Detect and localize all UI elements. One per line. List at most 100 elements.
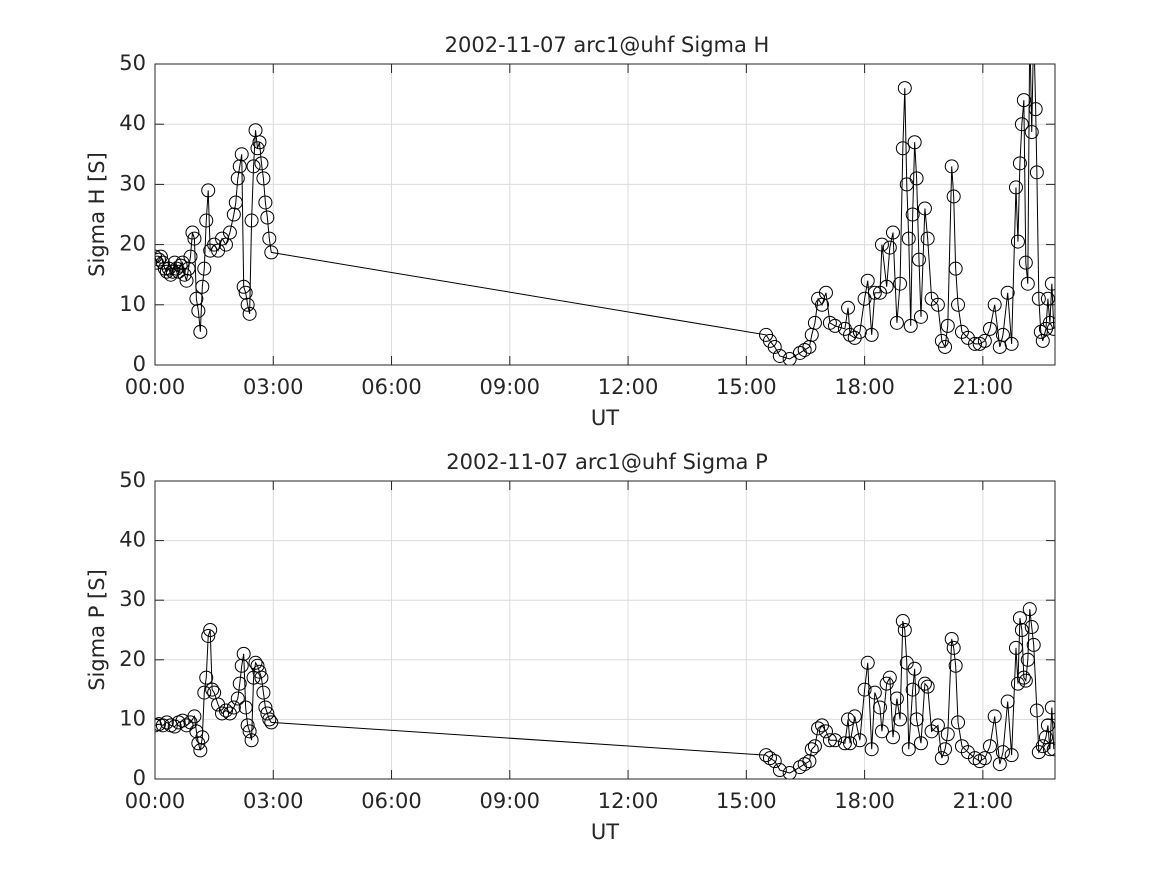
data-marker <box>811 721 826 736</box>
data-marker <box>911 252 926 267</box>
data-marker <box>843 736 858 751</box>
data-marker <box>205 682 220 697</box>
data-marker <box>1040 291 1055 306</box>
data-marker <box>982 739 997 754</box>
data-marker <box>938 339 953 354</box>
data-marker <box>903 318 918 333</box>
data-marker <box>189 291 204 306</box>
data-marker <box>762 751 777 766</box>
data-marker <box>967 336 982 351</box>
data-marker <box>1012 156 1027 171</box>
data-marker <box>236 646 251 661</box>
data-marker <box>901 231 916 246</box>
data-marker <box>189 724 204 739</box>
data-marker <box>841 300 856 315</box>
data-marker <box>234 658 249 673</box>
data-marker <box>264 245 279 260</box>
data-marker <box>1010 234 1025 249</box>
data-marker <box>987 709 1002 724</box>
data-marker <box>254 156 269 171</box>
y-tick-label: 10 <box>119 292 146 316</box>
data-marker <box>967 751 982 766</box>
data-marker <box>867 685 882 700</box>
data-marker <box>183 249 198 264</box>
data-marker <box>913 736 928 751</box>
data-marker <box>920 231 935 246</box>
data-marker <box>874 724 889 739</box>
data-marker <box>889 315 904 330</box>
y-tick-label: 20 <box>119 647 146 671</box>
data-marker <box>242 306 257 321</box>
x-tick-label: 09:00 <box>480 375 541 399</box>
data-marker <box>818 285 833 300</box>
y-tick-label: 20 <box>119 232 146 256</box>
data-marker <box>977 751 992 766</box>
data-marker <box>895 141 910 156</box>
y-tick-label: 50 <box>119 468 146 492</box>
data-marker <box>1020 652 1035 667</box>
data-marker <box>240 297 255 312</box>
y-tick-label: 30 <box>119 587 146 611</box>
data-marker <box>917 201 932 216</box>
plot-area <box>155 602 1055 779</box>
data-marker <box>244 213 259 228</box>
x-tick-label: 06:00 <box>361 789 422 813</box>
data-marker <box>882 240 897 255</box>
data-marker <box>882 670 897 685</box>
data-marker <box>1031 291 1046 306</box>
data-marker <box>797 757 812 772</box>
data-marker <box>1012 611 1027 626</box>
data-marker <box>1000 285 1015 300</box>
data-marker <box>852 733 867 748</box>
data-marker <box>226 700 241 715</box>
data-marker <box>802 754 817 769</box>
data-marker <box>940 318 955 333</box>
y-tick-label: 30 <box>119 171 146 195</box>
data-marker <box>1014 623 1029 637</box>
data-marker <box>236 279 251 294</box>
data-marker <box>260 210 275 225</box>
axes-background <box>155 64 1055 365</box>
data-marker <box>867 285 882 300</box>
x-tick-label: 06:00 <box>361 375 422 399</box>
data-marker <box>864 327 879 342</box>
data-marker <box>252 135 267 150</box>
data-marker <box>860 655 875 670</box>
x-tick-label: 18:00 <box>834 375 895 399</box>
axes-box <box>154 63 1056 366</box>
data-marker <box>250 141 265 156</box>
data-marker <box>155 718 170 733</box>
data-marker <box>248 655 263 670</box>
data-marker <box>197 261 212 276</box>
data-marker <box>822 733 837 748</box>
data-marker <box>767 339 782 354</box>
data-marker <box>242 724 257 739</box>
x-axis-label: UT <box>591 406 619 430</box>
x-tick-label: 12:00 <box>598 375 659 399</box>
data-marker <box>995 745 1010 760</box>
data-marker <box>201 183 216 198</box>
data-marker <box>246 159 261 174</box>
data-marker <box>895 614 910 629</box>
subplot: 00:00 03:00 06:00 09:00 12:00 15:00 18:00 21:00… <box>85 450 1056 844</box>
data-marker <box>264 715 279 730</box>
data-marker <box>222 225 237 240</box>
data-marker <box>1044 700 1055 715</box>
data-marker <box>977 333 992 348</box>
data-marker <box>1010 676 1025 691</box>
data-marker <box>1042 315 1055 330</box>
data-marker <box>885 225 900 240</box>
data-marker <box>946 640 961 655</box>
x-tick-label: 21:00 <box>953 375 1014 399</box>
data-marker <box>185 225 200 240</box>
data-marker <box>193 324 208 339</box>
data-marker <box>930 297 945 312</box>
x-tick-label: 12:00 <box>598 789 659 813</box>
data-marker <box>930 718 945 733</box>
data-marker <box>244 733 259 748</box>
data-marker <box>256 685 271 700</box>
data-marker <box>1020 276 1035 291</box>
data-marker <box>199 213 214 228</box>
x-tick-label: 09:00 <box>480 789 541 813</box>
